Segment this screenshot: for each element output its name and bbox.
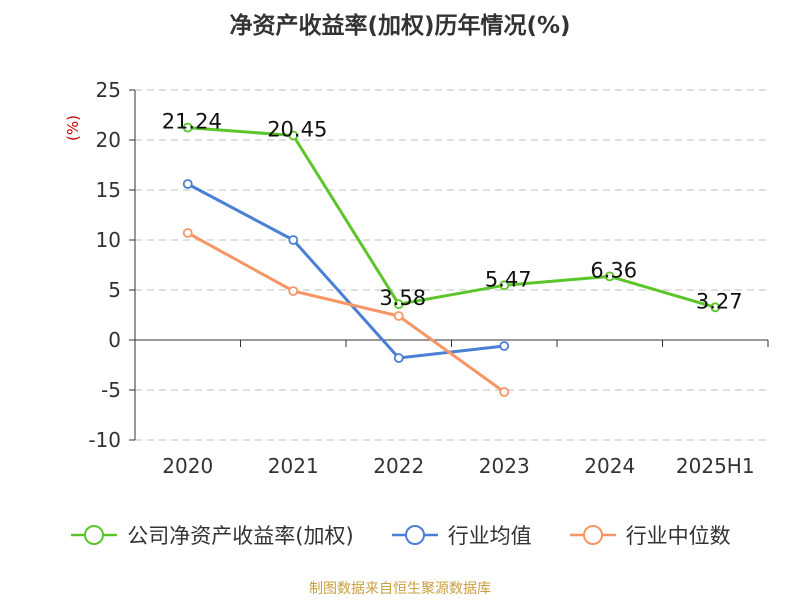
legend-label: 行业均值 <box>447 524 532 548</box>
data-label: 5.47 <box>485 267 532 291</box>
y-tick-label: 5 <box>108 278 121 302</box>
data-point <box>499 280 510 291</box>
data-point <box>288 286 299 296</box>
y-tick-label: -10 <box>88 428 121 452</box>
data-point <box>288 130 299 141</box>
legend-marker <box>569 525 616 545</box>
data-point <box>499 387 510 397</box>
data-label: 3.58 <box>379 286 426 310</box>
y-tick-label: 20 <box>96 128 121 152</box>
x-tick-label: 2021 <box>268 454 319 478</box>
legend: 公司净资产收益率(加权) 行业均值 行业中位数 <box>0 520 800 550</box>
data-label: 21.24 <box>162 110 222 134</box>
y-tick-label: -5 <box>101 378 121 402</box>
data-point <box>182 228 193 238</box>
y-tick-label: 25 <box>96 78 121 102</box>
series-line-2 <box>187 231 506 394</box>
x-tick-label: 2024 <box>584 454 635 478</box>
data-point <box>499 341 510 351</box>
data-point <box>182 122 193 133</box>
y-tick-label: 10 <box>96 228 121 252</box>
legend-label: 行业中位数 <box>625 524 731 548</box>
series-line-0 <box>187 126 716 309</box>
data-point <box>288 235 299 245</box>
data-label: 3.27 <box>696 289 743 313</box>
x-tick-label: 2025H1 <box>676 454 755 478</box>
data-point <box>393 353 404 363</box>
y-axis-label: (%) <box>64 115 82 141</box>
x-tick-label: 2022 <box>373 454 424 478</box>
y-tick-label: 15 <box>96 178 121 202</box>
x-tick-label: 2023 <box>479 454 530 478</box>
chart-title: 净资产收益率(加权)历年情况(%) <box>229 13 571 39</box>
legend-item: 行业中位数 <box>568 520 731 550</box>
data-point <box>182 179 193 189</box>
data-point <box>393 299 404 310</box>
data-point <box>710 302 721 313</box>
data-point <box>604 271 615 282</box>
legend-item: 公司净资产收益率(加权) <box>69 520 354 550</box>
series-line-1 <box>187 182 505 360</box>
legend-item: 行业均值 <box>390 520 532 550</box>
source-note: 制图数据来自恒生聚源数据库 <box>309 581 491 597</box>
axis-layer: -10 -5 0 5 10 15 20 25 2020 2021 2022 2023 2024 2025H… <box>64 78 769 478</box>
x-tick-label: 2020 <box>162 454 213 478</box>
legend-label: 公司净资产收益率(加权) <box>127 524 354 548</box>
data-label: 20.45 <box>267 118 327 142</box>
data-point <box>393 311 404 321</box>
data-label: 6.36 <box>590 258 637 282</box>
series-layer <box>182 122 721 397</box>
grid-layer <box>135 89 768 441</box>
legend-marker <box>71 525 118 545</box>
legend-marker <box>391 525 438 545</box>
y-tick-label: 0 <box>108 328 121 352</box>
label-layer: 21.24 20.45 3.58 5.47 6.36 3.27 <box>162 110 743 314</box>
